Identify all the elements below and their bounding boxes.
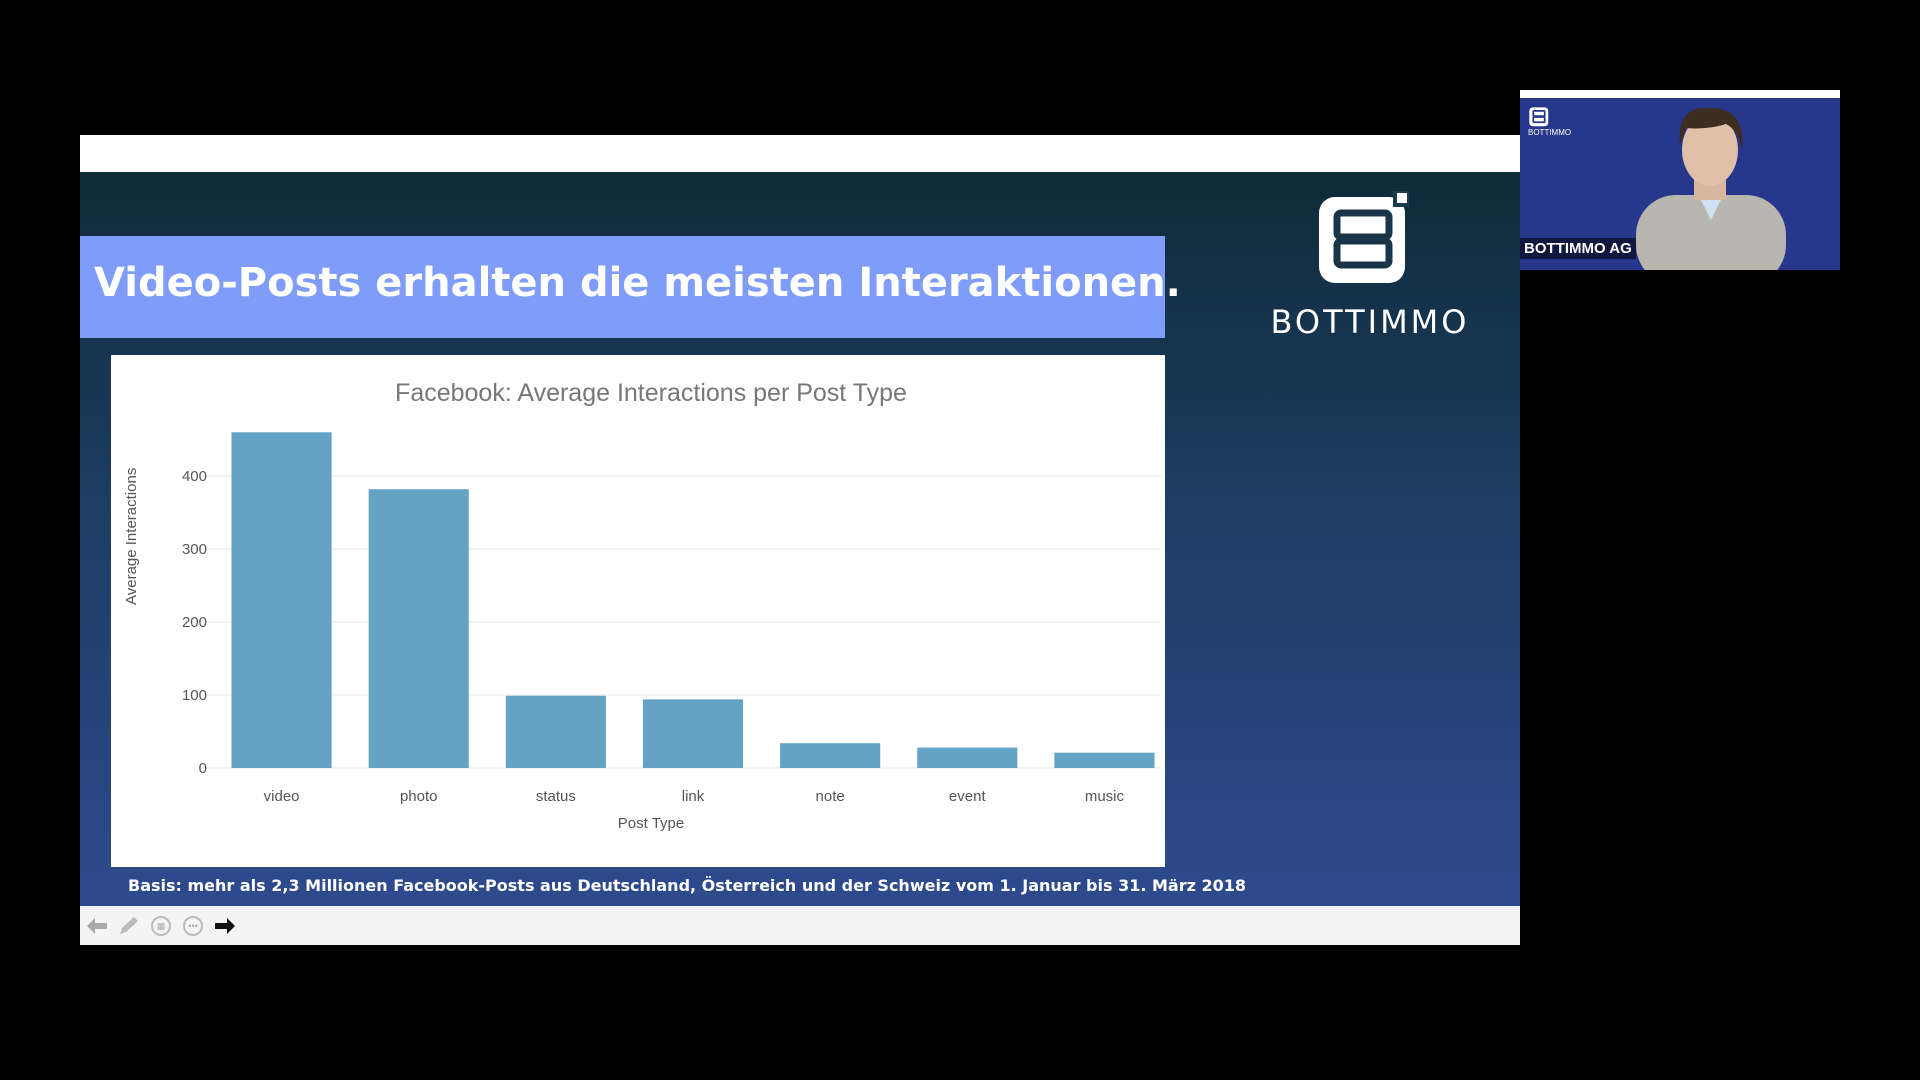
slide-footnote: Basis: mehr als 2,3 Millionen Facebook-P… <box>128 876 1247 895</box>
brand-logo-icon <box>1319 191 1409 283</box>
bar-video <box>231 432 332 768</box>
brand-logo-text: BOTTIMMO <box>1270 303 1470 341</box>
bar-music <box>1054 752 1155 768</box>
bar-link <box>642 699 744 768</box>
chart-title: Facebook: Average Interactions per Post … <box>395 379 907 407</box>
brand-logo: BOTTIMMO <box>1260 191 1480 351</box>
participant-name: BOTTIMMO AG <box>1520 238 1636 259</box>
bar-note <box>780 743 881 768</box>
y-axis-label: Average Interactions <box>123 467 140 605</box>
x-axis-label: Post Type <box>617 815 685 832</box>
y-tick-label: 200 <box>182 614 207 631</box>
more-icon[interactable]: ••• <box>180 915 206 937</box>
bar-status <box>505 695 606 768</box>
slideshow-toolbar: ▦ ••• <box>80 906 1520 945</box>
slide-title: Video-Posts erhalten die meisten Interak… <box>94 260 1181 306</box>
title-band: Video-Posts erhalten die meisten Interak… <box>80 236 1181 338</box>
y-tick-label: 400 <box>182 468 207 485</box>
bar-photo <box>368 489 469 768</box>
webcam-logo-icon <box>1529 107 1549 127</box>
slide: Video-Posts erhalten die meisten Interak… <box>80 172 1520 906</box>
grid-icon[interactable]: ▦ <box>148 915 174 937</box>
chart-plot: 0 100 200 300 400 video photo status link note eve… <box>182 432 1161 805</box>
y-tick-label: 0 <box>199 760 207 777</box>
webcam-top-bar <box>1520 90 1840 98</box>
presentation-window: Video-Posts erhalten die meisten Interak… <box>80 135 1520 945</box>
x-tick-label-video: video <box>264 788 300 805</box>
webcam-feed: BOTTIMMO BOTTIMMO AG <box>1520 90 1840 270</box>
y-tick-label: 300 <box>182 541 207 558</box>
y-tick-label: 100 <box>182 687 207 704</box>
x-tick-label-photo: photo <box>400 788 438 805</box>
webcam-logo-text: BOTTIMMO <box>1528 128 1572 137</box>
presenter-video <box>1636 107 1786 270</box>
x-tick-label-note: note <box>816 788 845 805</box>
x-tick-label-music: music <box>1085 788 1125 805</box>
x-tick-label-status: status <box>536 788 576 805</box>
x-tick-label-link: link <box>682 788 705 805</box>
chart: Facebook: Average Interactions per Post … <box>111 355 1165 867</box>
webcam-logo: BOTTIMMO <box>1528 106 1588 137</box>
bar-event <box>917 747 1018 768</box>
x-tick-label-event: event <box>949 788 987 805</box>
back-arrow-icon[interactable] <box>84 915 110 937</box>
forward-arrow-icon[interactable] <box>212 915 238 937</box>
pen-icon[interactable] <box>116 915 142 937</box>
